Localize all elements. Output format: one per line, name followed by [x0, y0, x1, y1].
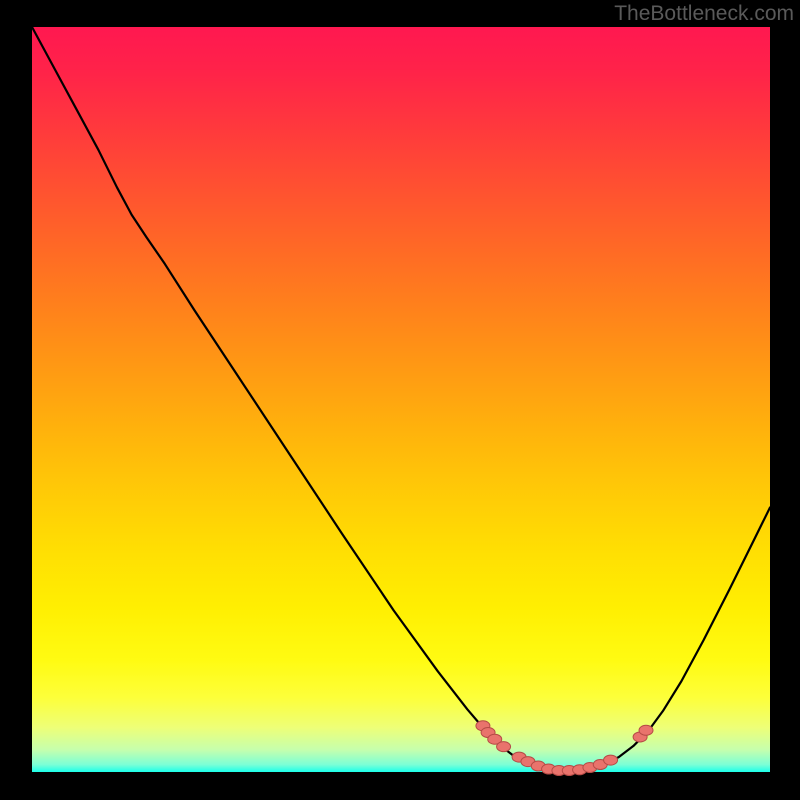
- plot-background: [32, 27, 770, 772]
- marker-point: [497, 742, 511, 752]
- bottleneck-chart: [0, 0, 800, 800]
- marker-point: [639, 725, 653, 735]
- marker-point: [604, 755, 618, 765]
- chart-container: TheBottleneck.com: [0, 0, 800, 800]
- watermark-text: TheBottleneck.com: [614, 2, 794, 26]
